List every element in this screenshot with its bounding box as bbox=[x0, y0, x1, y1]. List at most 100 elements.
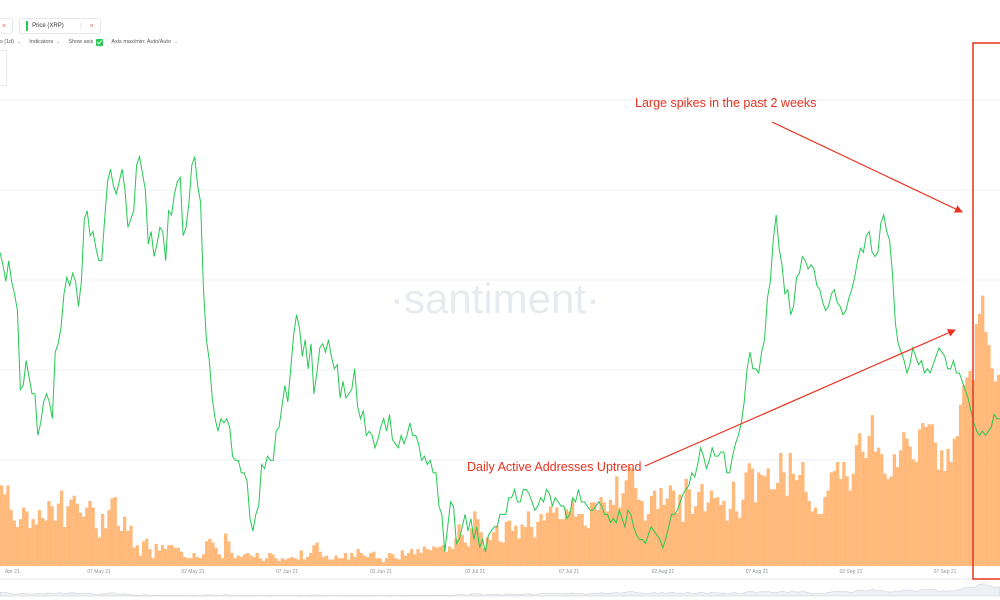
bar-309 bbox=[974, 324, 979, 566]
bar-254 bbox=[801, 462, 805, 566]
bar-295 bbox=[930, 424, 934, 566]
bar-290 bbox=[914, 462, 919, 566]
bar-147 bbox=[463, 542, 468, 566]
bar-306 bbox=[965, 377, 969, 566]
bar-236 bbox=[744, 472, 748, 566]
bar-273 bbox=[861, 451, 865, 566]
bar-229 bbox=[722, 501, 726, 566]
bar-315 bbox=[993, 381, 997, 566]
bar-119 bbox=[375, 558, 379, 566]
bar-235 bbox=[741, 499, 745, 566]
indicators-select[interactable]: Indicators ⌄ bbox=[29, 39, 60, 45]
bar-168 bbox=[529, 527, 534, 566]
bar-13 bbox=[41, 517, 45, 566]
bar-155 bbox=[488, 540, 493, 566]
bar-187 bbox=[589, 502, 594, 566]
bar-41 bbox=[129, 525, 133, 566]
bar-266 bbox=[839, 478, 843, 566]
bar-120 bbox=[378, 558, 382, 566]
interval-label: s (1d) bbox=[0, 39, 15, 45]
uptrend-annotation: Daily Active Addresses Uptrend bbox=[467, 460, 641, 474]
tab-metric-0[interactable]: × bbox=[0, 18, 14, 34]
bar-313 bbox=[987, 345, 991, 566]
bar-251 bbox=[791, 473, 796, 566]
bar-310 bbox=[977, 313, 982, 566]
x-tick-label-10: 07 Sep 21 bbox=[934, 569, 957, 575]
bar-62 bbox=[195, 556, 199, 566]
bar-73 bbox=[230, 553, 234, 566]
tab-menu-icon[interactable]: ⋮ bbox=[77, 23, 84, 30]
bar-250 bbox=[788, 452, 792, 566]
bar-86 bbox=[271, 554, 275, 566]
bar-202 bbox=[637, 499, 641, 566]
bar-161 bbox=[507, 520, 512, 566]
chevron-down-icon: ⌄ bbox=[56, 39, 61, 45]
bar-109 bbox=[343, 553, 348, 566]
bar-83 bbox=[261, 560, 266, 566]
bar-84 bbox=[264, 558, 269, 566]
bar-61 bbox=[192, 553, 196, 566]
bar-138 bbox=[435, 547, 439, 566]
bar-106 bbox=[334, 555, 338, 566]
bar-292 bbox=[921, 423, 925, 566]
bar-131 bbox=[413, 554, 417, 566]
bar-17 bbox=[53, 520, 57, 566]
bar-175 bbox=[552, 512, 556, 566]
bar-114 bbox=[359, 553, 363, 566]
bar-30 bbox=[94, 528, 98, 566]
bar-94 bbox=[296, 559, 300, 566]
bar-93 bbox=[293, 558, 297, 566]
bar-130 bbox=[410, 549, 414, 566]
bar-100 bbox=[315, 542, 319, 566]
bar-6 bbox=[18, 519, 23, 566]
bar-244 bbox=[769, 489, 774, 566]
bar-281 bbox=[886, 478, 890, 566]
bar-54 bbox=[170, 545, 174, 566]
bar-series bbox=[0, 295, 1000, 566]
bar-293 bbox=[924, 426, 928, 566]
bar-280 bbox=[883, 473, 887, 566]
bar-1 bbox=[3, 494, 7, 566]
bar-231 bbox=[728, 508, 733, 566]
interval-select[interactable]: s (1d) ⌄ bbox=[0, 39, 21, 45]
bar-264 bbox=[832, 471, 837, 566]
bar-287 bbox=[905, 438, 909, 566]
bar-38 bbox=[119, 530, 124, 566]
tab-close-icon[interactable]: × bbox=[89, 22, 94, 30]
tab-0-close-icon[interactable]: × bbox=[2, 22, 7, 30]
bar-242 bbox=[763, 476, 767, 566]
bar-304 bbox=[958, 404, 963, 566]
bar-21 bbox=[66, 506, 70, 566]
bar-212 bbox=[668, 485, 673, 566]
bar-162 bbox=[511, 530, 515, 566]
bar-232 bbox=[731, 481, 736, 566]
show-axis-toggle[interactable]: Show axis bbox=[68, 38, 104, 46]
bar-221 bbox=[697, 491, 701, 566]
bar-282 bbox=[889, 476, 893, 566]
bar-47 bbox=[148, 549, 152, 566]
bar-240 bbox=[757, 472, 761, 566]
navigator-minimap[interactable] bbox=[0, 578, 1000, 597]
side-panel-edge bbox=[0, 50, 7, 86]
bar-226 bbox=[712, 498, 717, 566]
bar-299 bbox=[943, 471, 947, 566]
bar-192 bbox=[605, 511, 609, 566]
bar-275 bbox=[867, 436, 871, 566]
bar-68 bbox=[214, 547, 218, 566]
bar-49 bbox=[154, 543, 158, 566]
bar-268 bbox=[845, 476, 849, 566]
bar-159 bbox=[501, 542, 505, 566]
bar-243 bbox=[766, 468, 770, 566]
bar-188 bbox=[593, 502, 597, 566]
tab-price-xrp[interactable]: Price (XRP) ⋮ × bbox=[19, 18, 101, 34]
axis-maxmin-select[interactable]: Axis max/min: Auto/Auto ⌄ bbox=[111, 39, 178, 45]
bar-257 bbox=[810, 511, 815, 566]
checkbox-checked-icon[interactable] bbox=[96, 38, 104, 46]
bar-91 bbox=[287, 558, 291, 566]
bar-216 bbox=[681, 521, 685, 566]
bar-164 bbox=[517, 538, 521, 566]
bar-238 bbox=[750, 468, 755, 566]
bar-298 bbox=[940, 450, 944, 566]
bar-201 bbox=[634, 488, 638, 566]
bar-270 bbox=[851, 473, 856, 566]
